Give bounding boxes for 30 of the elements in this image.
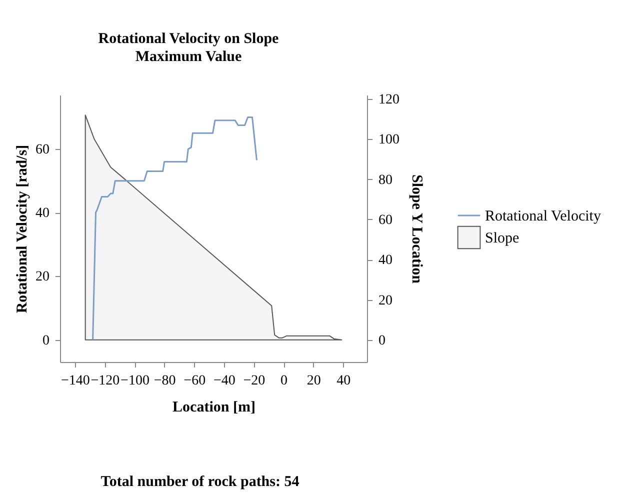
y2-tick-label: 60 — [378, 212, 392, 228]
x-tick-label: −60 — [184, 374, 206, 388]
x-tick-label: −100 — [120, 374, 150, 388]
y2-tick-label: 40 — [378, 253, 392, 268]
y-tick-label: 20 — [36, 270, 50, 285]
y2-tick-label: 20 — [378, 293, 392, 308]
y2-tick-label: 80 — [378, 172, 392, 188]
y-tick-label: 60 — [36, 142, 50, 158]
x-axis-title: Location [m] — [172, 400, 256, 416]
y-axis-title: Rotational Velocity [rad/s] — [14, 144, 30, 314]
legend-label: Slope — [485, 230, 520, 246]
x-tick-label: −20 — [243, 374, 266, 388]
chart-subtitle: Maximum Value — [135, 49, 242, 66]
y-tick-label: 40 — [36, 206, 50, 222]
x-tick-label: −120 — [90, 374, 120, 388]
x-tick-label: −40 — [213, 374, 236, 388]
legend-label: Rotational Velocity — [485, 208, 602, 224]
line-series — [92, 116, 258, 340]
text: Total number of rock paths: 54 — [100, 474, 300, 491]
y2-tick-label: 120 — [378, 92, 400, 108]
y2-axis-title: Slope Y Location — [408, 174, 424, 284]
x-tick-label: 40 — [336, 374, 351, 388]
y-tick-label: 0 — [42, 333, 50, 348]
y2-tick-label: 100 — [378, 132, 400, 148]
chart-title: Rotational Velocity on Slope — [98, 31, 280, 48]
x-tick-label: 0 — [280, 374, 288, 388]
x-tick-label: −80 — [154, 374, 176, 388]
x-tick-label: −140 — [60, 374, 90, 388]
x-tick-label: 20 — [306, 374, 321, 388]
y2-tick-label: 0 — [378, 333, 386, 348]
